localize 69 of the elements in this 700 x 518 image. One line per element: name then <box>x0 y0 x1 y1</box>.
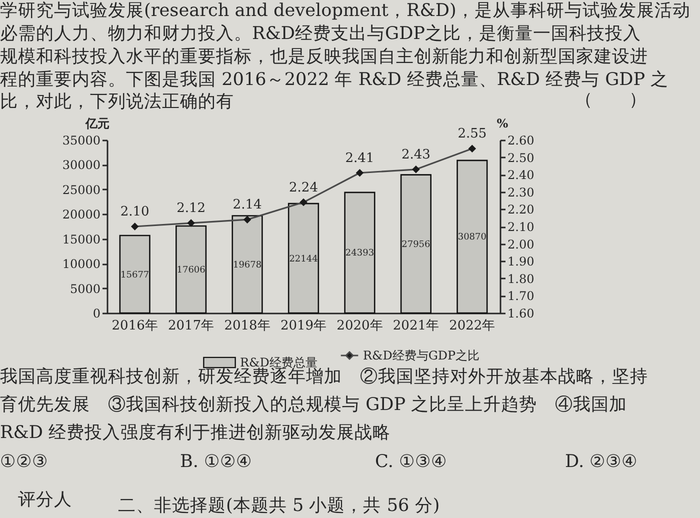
text: 评分人 <box>18 490 72 510</box>
y2-tick-label: 2.20 <box>508 202 534 217</box>
bar <box>119 234 150 314</box>
text: C. ①③④ <box>375 452 448 472</box>
y2-axis-title: % <box>496 116 509 130</box>
bar <box>288 202 320 314</box>
data-label: 19678 <box>232 260 262 270</box>
y2-tick-label: 1.90 <box>508 254 534 269</box>
y2-tick-label: 1.70 <box>508 289 534 304</box>
data-label: 24393 <box>345 248 374 259</box>
text: 二、非选择题(本题共 5 小题，共 56 分) <box>118 496 440 516</box>
y-tick-label: 25000 <box>62 182 100 197</box>
data-label: 27956 <box>402 240 431 250</box>
text: 学研究与试验发展(research and development，R&D)，是从事科研与试验发展活动 <box>0 0 690 21</box>
x-tick-label: 2017年 <box>168 318 214 334</box>
text: 程的重要内容。下图是我国 2016～2022 年 R&D 经费总量、R&D 经费与 GDP 之 <box>0 69 669 90</box>
text: R&D 经费投入强度有利于推进创新驱动发展战略 <box>0 422 391 443</box>
y2-tick-label: 2.30 <box>508 185 534 200</box>
data-label: 2.12 <box>176 201 206 216</box>
point <box>243 216 252 224</box>
data-label: 2.41 <box>345 150 374 166</box>
point <box>187 219 195 227</box>
text: （ ） <box>575 90 647 110</box>
y2-tick-label: 2.60 <box>508 134 534 148</box>
y-tick-label: 0 <box>92 306 100 320</box>
data-label: 2.24 <box>289 180 318 196</box>
text: B. ①②④ <box>180 452 252 472</box>
point <box>356 168 364 177</box>
text: 比，对此，下列说法正确的有 <box>0 92 234 112</box>
bar <box>344 192 376 314</box>
x-tick-label: 2020年 <box>336 318 383 334</box>
y2-tick-label: 2.40 <box>508 168 534 182</box>
y2-tick-label: 1.60 <box>508 306 534 320</box>
y-tick-label: 35000 <box>62 134 100 148</box>
x-tick-label: 2022年 <box>449 318 496 334</box>
legend-label: R&D经费与GDP之比 <box>363 348 480 362</box>
x-tick-label: 2019年 <box>280 318 327 334</box>
bar <box>232 215 263 314</box>
point <box>300 198 308 206</box>
point <box>130 222 139 230</box>
data-label: 2.43 <box>401 147 430 162</box>
point <box>412 166 420 174</box>
x-tick-label: 2016年 <box>112 318 158 334</box>
text: 必需的人力、物力和财力投入。R&D经费支出与GDP之比，是衡量一国科技投入 <box>0 23 642 44</box>
y-tick-label: 5000 <box>70 282 100 296</box>
x-tick-label: 2018年 <box>224 318 270 334</box>
y-tick-label: 20000 <box>62 208 100 222</box>
data-label: 30870 <box>458 232 487 243</box>
text: D. ②③④ <box>565 452 638 472</box>
bar <box>456 160 488 314</box>
data-label: 2.55 <box>458 126 487 142</box>
x-tick-label: 2021年 <box>392 318 439 334</box>
data-label: 2.10 <box>120 204 150 220</box>
y-tick-label: 15000 <box>62 232 100 246</box>
y-axis-title: 亿元 <box>84 116 110 130</box>
data-label: 17606 <box>176 265 206 276</box>
y2-tick-label: 2.50 <box>508 150 534 165</box>
y-tick-label: 10000 <box>62 257 100 272</box>
text: 规模和科技投入水平的重要指标，也是反映我国自主创新能力和创新型国家建设进 <box>0 46 648 67</box>
text: 育优先发展 ③我国科技创新投入的总规模与 GDP 之比呈上升趋势 ④我国加 <box>0 394 628 415</box>
y-tick-label: 30000 <box>62 158 100 172</box>
y2-tick-label: 1.80 <box>508 272 534 286</box>
y2-tick-label: 2.10 <box>508 220 534 234</box>
data-label: 2.14 <box>232 198 262 213</box>
point <box>468 144 476 153</box>
data-label: 22144 <box>289 254 318 264</box>
data-label: 15677 <box>120 270 150 280</box>
y2-tick-label: 2.00 <box>508 237 534 252</box>
text: ①②③ <box>0 452 48 472</box>
